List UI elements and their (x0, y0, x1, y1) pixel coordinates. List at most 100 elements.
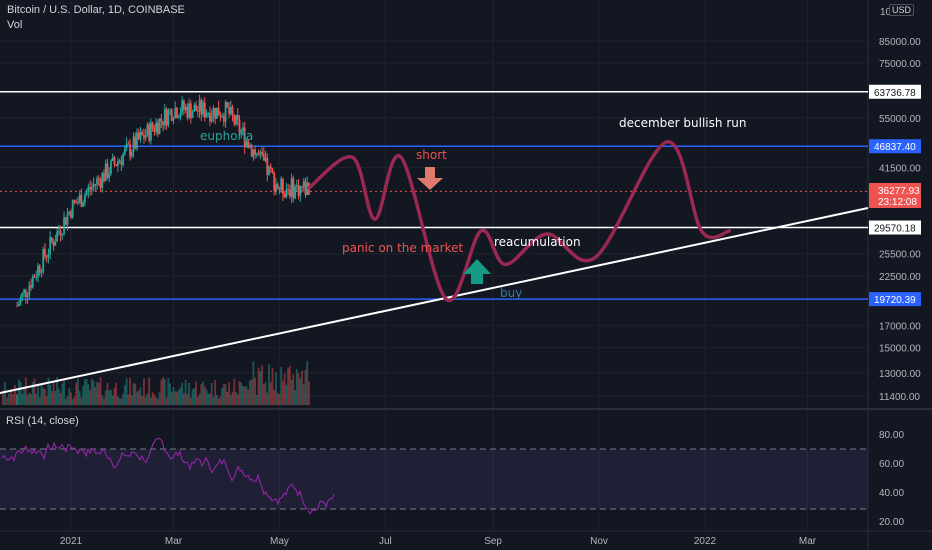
time-tick-label: May (270, 536, 289, 547)
volume-bar (269, 382, 272, 405)
volume-bar (85, 379, 88, 405)
volume-bar (221, 388, 224, 405)
volume-bar (116, 396, 119, 405)
support-trendline[interactable] (0, 207, 869, 394)
volume-bar (191, 389, 194, 405)
candle-body (38, 265, 41, 273)
volume-bar (205, 389, 208, 405)
panic-label: panic on the market (342, 241, 463, 255)
time-tick-label: Mar (799, 536, 817, 547)
candle-body (130, 151, 133, 157)
volume-bar (49, 384, 52, 405)
volume-bar (198, 393, 201, 405)
volume-bar (292, 374, 295, 405)
euphoria-label: euphoria (200, 129, 253, 143)
volume-bar (195, 381, 197, 405)
horizontal-levels[interactable] (0, 91, 868, 300)
volume-bar (148, 377, 151, 405)
time-tick-label: Sep (484, 536, 502, 547)
candle-body (70, 211, 72, 218)
volume-bar (255, 395, 258, 405)
volume-bar (203, 386, 206, 405)
currency-button[interactable]: USD (889, 4, 915, 16)
symbol-title[interactable]: Bitcoin / U.S. Dollar, 1D, COINBASE (7, 4, 185, 16)
volume-bar (63, 380, 65, 405)
volume-bar (196, 397, 199, 405)
candle-body (49, 237, 52, 254)
volume-bar (42, 388, 45, 405)
price-axis[interactable]: 85000.00 75000.00 55000.00 41500.00 25500.00… (879, 37, 921, 403)
volume-bar (134, 383, 137, 405)
candle-body (40, 271, 43, 273)
candle-body (156, 122, 159, 134)
volume-bar (40, 384, 43, 405)
candle-body (200, 100, 203, 115)
volume-bar (82, 385, 85, 405)
rsi-line (1, 437, 335, 516)
projection-path[interactable] (307, 140, 732, 303)
candle-body (160, 118, 163, 122)
volume-bar (229, 395, 232, 405)
volume-bar (306, 361, 309, 405)
volume-bar (285, 384, 288, 405)
volume-bar (290, 379, 293, 405)
volume-bar (16, 393, 19, 405)
candle-body (229, 106, 232, 114)
volume-bar (92, 380, 95, 405)
volume-bar (163, 378, 166, 405)
candle-body (235, 114, 237, 125)
rsi-axis[interactable]: 80.00 60.00 40.00 20.00 (879, 430, 904, 528)
volume-bar (268, 364, 270, 405)
volume-bar (262, 384, 265, 405)
level-tag (869, 84, 921, 99)
december-label: december bullish run (619, 116, 746, 130)
volume-bar (261, 365, 263, 405)
candle-body (203, 102, 206, 118)
volume-bar (35, 393, 38, 405)
candle-body (141, 132, 144, 135)
volume-bar (212, 396, 215, 405)
time-axis[interactable]: 2021 Mar May Jul Sep Nov 2022 Mar (60, 536, 817, 547)
candle-body (148, 124, 151, 141)
volume-bar (59, 393, 62, 405)
volume-bar (136, 391, 138, 405)
volume-bar (162, 377, 164, 405)
candle-body (56, 231, 59, 242)
volume-bar (226, 391, 229, 405)
volume-bar (2, 390, 4, 405)
candle-body (210, 116, 213, 122)
volume-bar (47, 377, 50, 405)
candle-body (193, 104, 196, 112)
candle-body (59, 231, 62, 236)
volume-bar (308, 381, 310, 405)
candle-body (45, 256, 48, 258)
volume-bar (158, 392, 161, 405)
volume-label[interactable]: Vol (7, 19, 23, 31)
candle-body (82, 202, 85, 207)
volume-bar (188, 382, 191, 405)
candle-body (111, 157, 114, 161)
volume-bar (8, 393, 10, 405)
candle-body (292, 178, 295, 199)
candle-body (47, 253, 50, 258)
candle-body (207, 112, 210, 114)
candle-body (78, 194, 81, 203)
volume-bar (80, 397, 83, 405)
price-tick-label: 11400.00 (879, 392, 920, 403)
price-tick-label: 13000.00 (879, 369, 921, 380)
volume-bar (31, 381, 34, 405)
candle-body (188, 103, 191, 118)
candle-body (151, 122, 154, 129)
volume-bar (249, 380, 251, 405)
volume-bar (75, 382, 78, 405)
volume-bar (150, 397, 152, 405)
volume-bar (16, 394, 18, 405)
volume-bar (56, 377, 59, 405)
level-tags: 63736.78 46837.40 29570.18 19720.39 (869, 84, 921, 307)
candle-body (113, 157, 116, 165)
volume-bar (240, 382, 243, 405)
candle-body (202, 102, 204, 115)
candle-body (132, 136, 135, 152)
last-price-countdown: 23:12:08 (878, 197, 917, 208)
candle-body (271, 168, 274, 173)
